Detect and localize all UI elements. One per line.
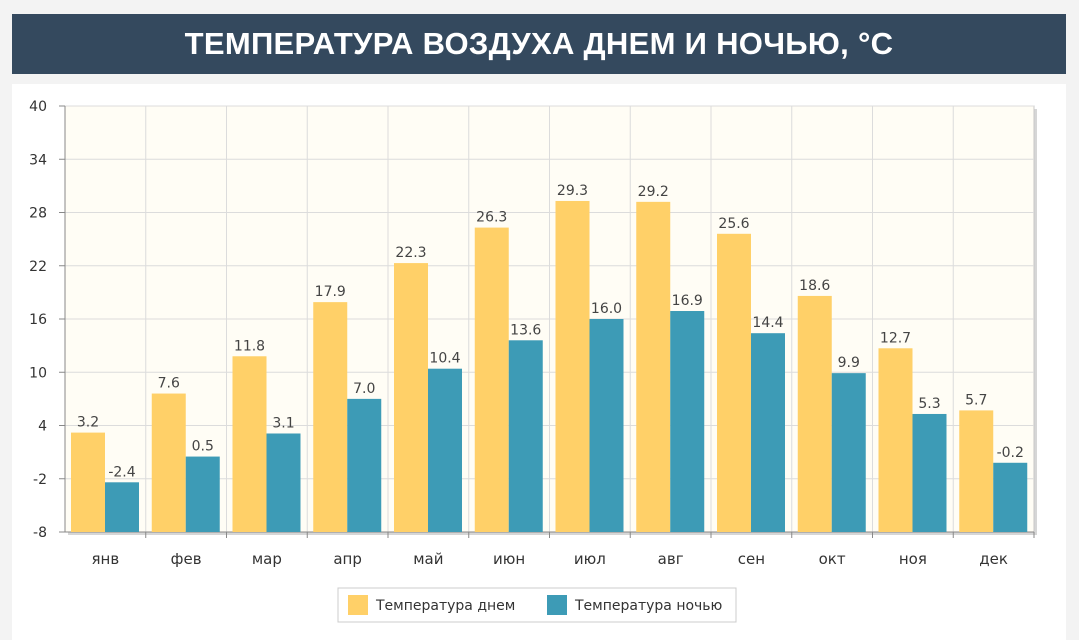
data-label-night: 16.9 xyxy=(672,293,703,309)
bar-day xyxy=(232,356,267,532)
bar-night xyxy=(428,368,462,532)
bar-day xyxy=(151,393,186,532)
data-label-night: 3.1 xyxy=(272,415,294,431)
bar-night xyxy=(347,398,382,532)
data-label-day: 12.7 xyxy=(880,330,911,346)
data-label-night: 7.0 xyxy=(353,381,375,397)
data-label-day: 7.6 xyxy=(158,376,180,392)
x-tick-label: дек xyxy=(979,550,1008,568)
bar-night xyxy=(266,433,301,532)
data-label-night: 14.4 xyxy=(752,315,783,331)
bar-night xyxy=(508,340,543,532)
y-tick-label: 34 xyxy=(29,152,47,168)
bar-day xyxy=(394,263,428,532)
x-tick-label: апр xyxy=(333,550,362,568)
bar-night xyxy=(670,311,705,532)
x-tick-label: июн xyxy=(493,550,525,568)
bar-night xyxy=(751,333,785,532)
y-tick-label: 16 xyxy=(29,312,47,328)
bar-night xyxy=(105,482,139,532)
data-label-day: 29.2 xyxy=(638,184,669,200)
y-tick-label: 28 xyxy=(29,206,47,222)
data-label-night: 5.3 xyxy=(918,396,940,412)
data-label-night: 0.5 xyxy=(192,439,214,455)
data-label-night: -2.4 xyxy=(108,464,135,480)
data-label-night: 10.4 xyxy=(429,351,460,367)
bar-day xyxy=(636,201,671,532)
data-label-day: 18.6 xyxy=(799,278,830,294)
data-label-day: 3.2 xyxy=(77,415,99,431)
bar-night xyxy=(831,373,866,532)
x-tick-label: ноя xyxy=(899,550,927,568)
y-tick-label: 10 xyxy=(29,365,47,381)
x-tick-label: фев xyxy=(171,550,202,568)
x-tick-label: янв xyxy=(92,550,120,568)
data-label-night: 13.6 xyxy=(510,322,541,338)
data-label-day: 5.7 xyxy=(965,392,987,408)
data-label-day: 17.9 xyxy=(315,284,346,300)
bar-night xyxy=(185,456,220,532)
x-tick-label: сен xyxy=(738,550,765,568)
legend-box xyxy=(337,587,737,623)
x-tick-label: авг xyxy=(658,550,684,568)
y-tick-label: -8 xyxy=(33,525,47,541)
bar-day xyxy=(797,295,832,532)
bar-day xyxy=(555,200,590,532)
bar-day xyxy=(313,302,348,532)
data-label-night: 16.0 xyxy=(591,301,622,317)
x-tick-label: май xyxy=(413,550,443,568)
data-label-night: 9.9 xyxy=(838,355,860,371)
data-label-day: 29.3 xyxy=(557,183,588,199)
bar-day xyxy=(474,227,509,532)
legend-swatch-night xyxy=(547,595,567,615)
bar-day xyxy=(717,233,751,533)
chart-panel: 40 34 28 22 16 10 4 -2 -8 3.2 -2.4 янв 7.6 0.5 фев 11.8… xyxy=(12,84,1066,640)
x-tick-label: мар xyxy=(252,550,282,568)
legend-swatch-day xyxy=(348,595,368,615)
data-label-day: 25.6 xyxy=(718,216,749,232)
bar-night xyxy=(589,319,624,532)
x-tick-label: окт xyxy=(819,550,846,568)
chart-title: ТЕМПЕРАТУРА ВОЗДУХА ДНЕМ И НОЧЬЮ, °C xyxy=(12,14,1066,74)
bar-night xyxy=(912,413,947,532)
data-label-day: 11.8 xyxy=(234,338,265,354)
y-tick-label: 40 xyxy=(29,99,47,115)
legend-label-night: Температура ночью xyxy=(574,598,723,614)
y-tick-label: 22 xyxy=(29,259,47,275)
y-tick-label: 4 xyxy=(38,419,47,435)
y-tick-label: -2 xyxy=(33,472,47,488)
bar-chart: 40 34 28 22 16 10 4 -2 -8 3.2 -2.4 янв 7.6 0.5 фев 11.8… xyxy=(29,99,1037,623)
bar-day xyxy=(71,432,105,532)
bar-night xyxy=(993,462,1028,532)
bar-day xyxy=(878,348,913,532)
bar-day xyxy=(959,410,994,532)
data-label-night: -0.2 xyxy=(997,445,1024,461)
x-tick-label: июл xyxy=(574,550,606,568)
data-label-day: 26.3 xyxy=(476,210,507,226)
legend-label-day: Температура днем xyxy=(375,598,515,614)
data-label-day: 22.3 xyxy=(395,245,426,261)
